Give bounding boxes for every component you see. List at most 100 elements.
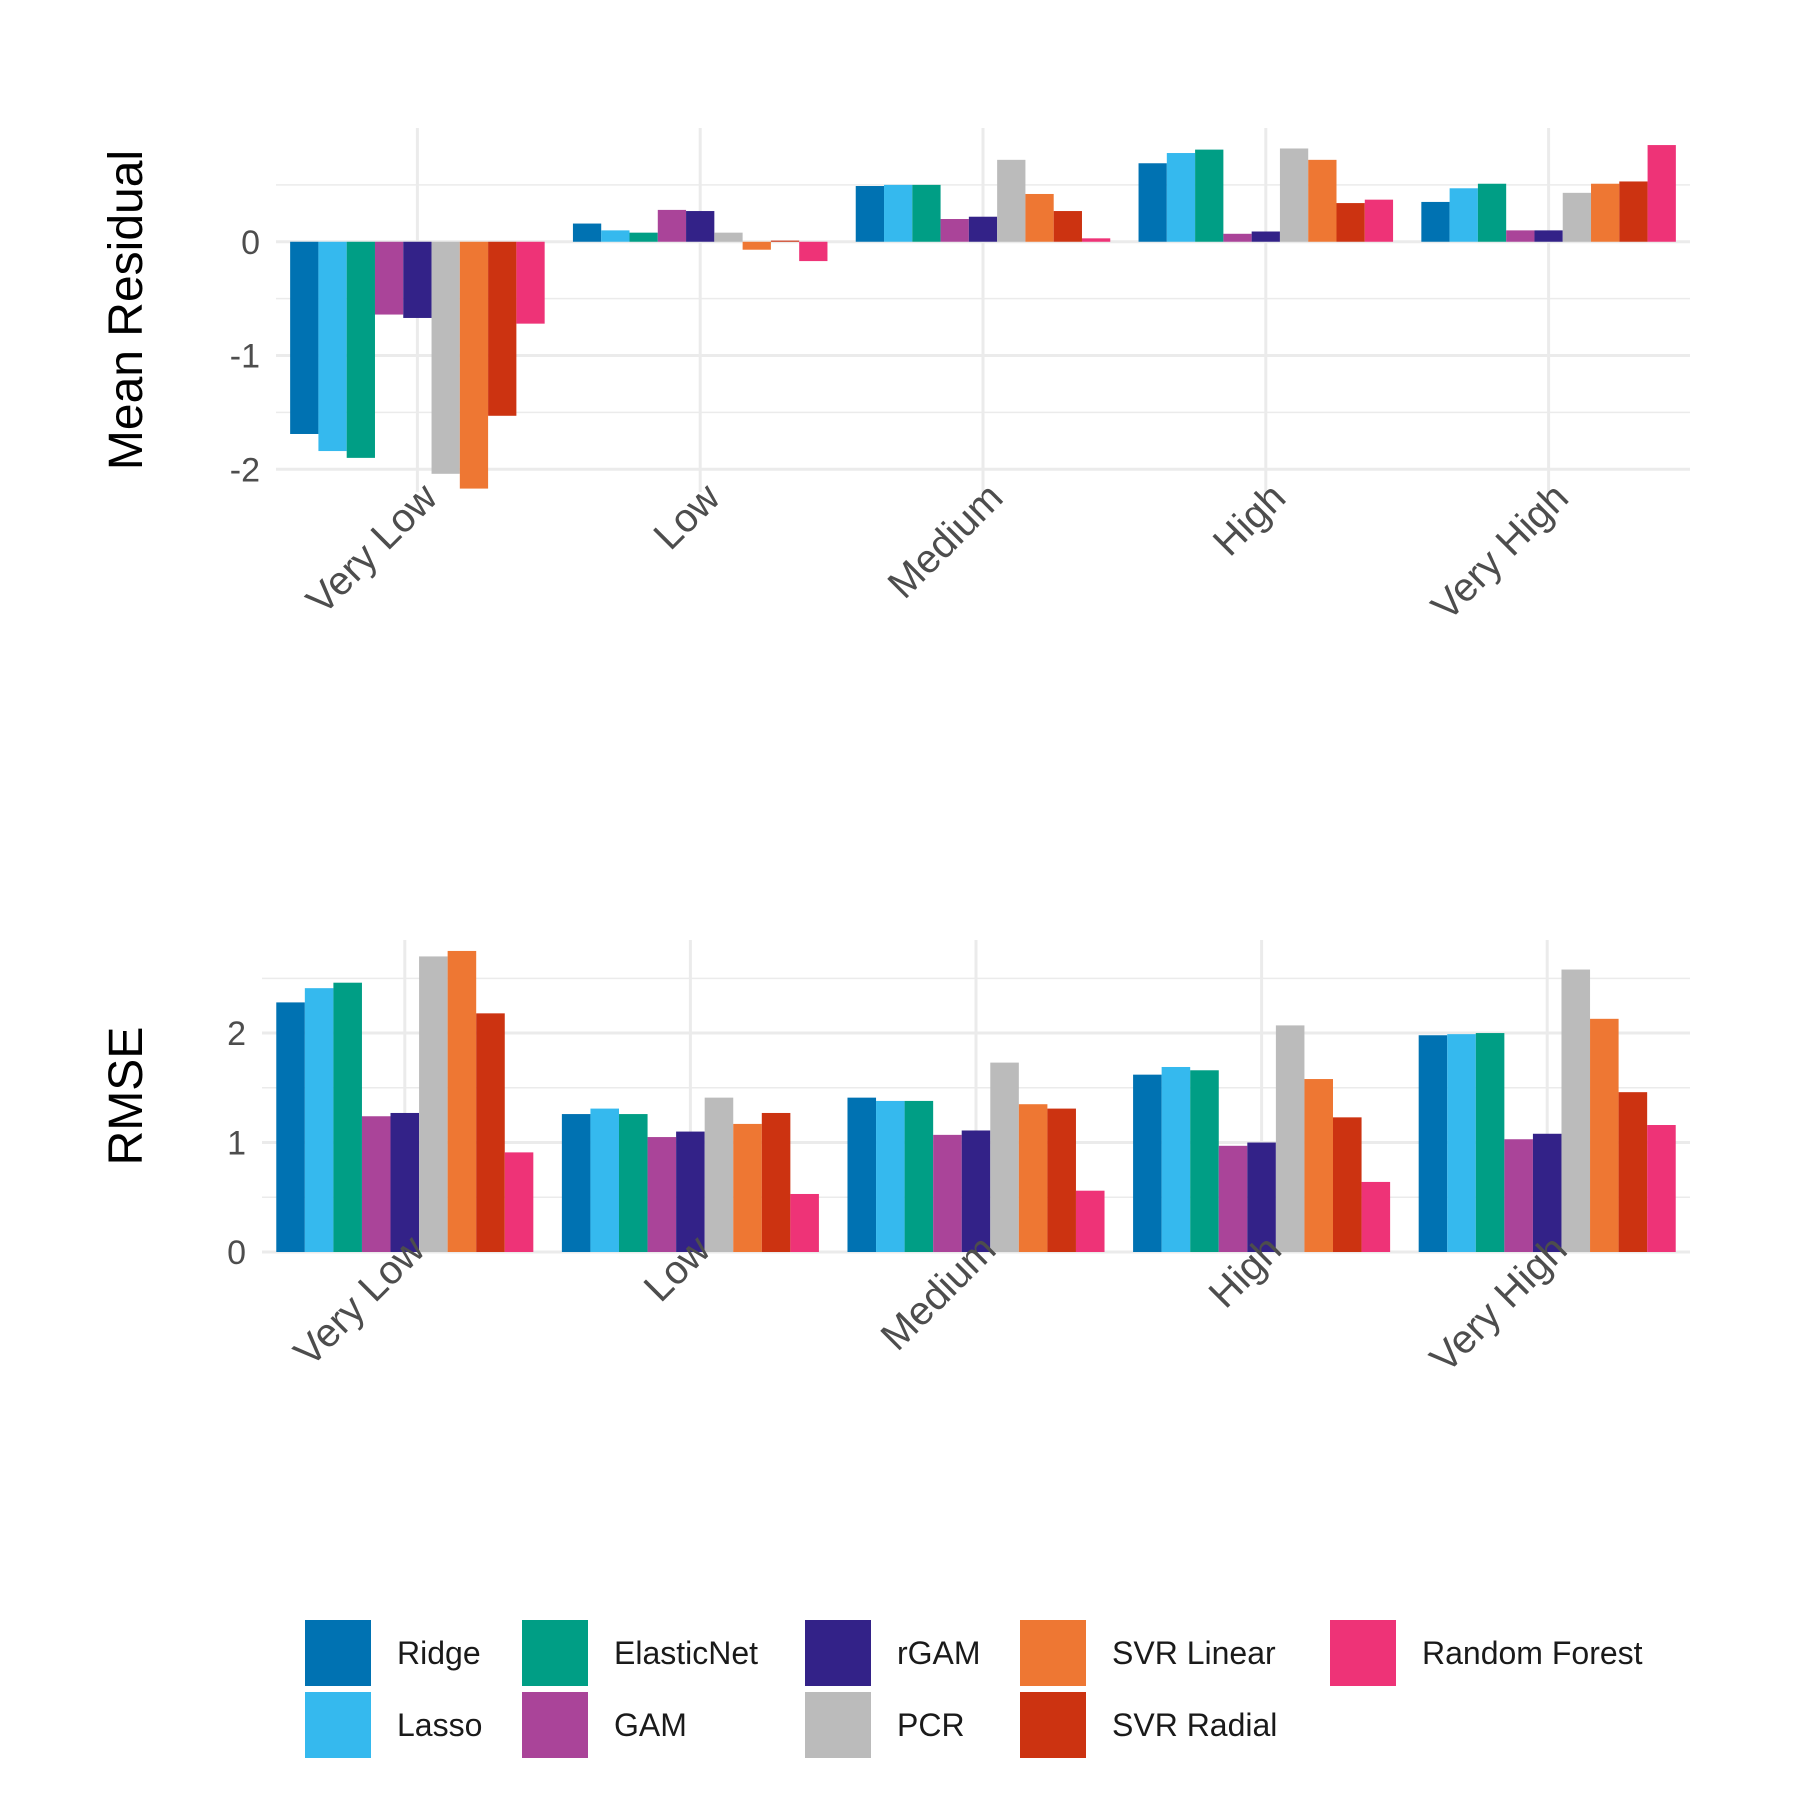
- legend-item-elasticnet: ElasticNet: [522, 1620, 758, 1686]
- residual-bar-lasso-very-high: [1449, 188, 1478, 242]
- legend-label-rgam: rGAM: [897, 1635, 981, 1671]
- rmse-bar-pcr-medium: [990, 1062, 1019, 1252]
- residual-bar-lasso-very-low: [318, 241, 347, 452]
- residual-bar-svr-linear-high: [1308, 159, 1337, 242]
- rmse-bar-pcr-very-low: [419, 956, 448, 1252]
- legend-item-svr-radial: SVR Radial: [1020, 1692, 1277, 1758]
- residual-bar-svr-radial-very-low: [488, 241, 517, 416]
- residual-bar-elasticnet-very-low: [346, 241, 375, 458]
- rmse-bar-svr-radial-very-high: [1618, 1092, 1648, 1252]
- rmse-bar-ridge-low: [561, 1114, 591, 1252]
- rmse-bar-svr-radial-low: [761, 1112, 791, 1252]
- legend-label-ridge: Ridge: [397, 1635, 481, 1671]
- rmse-bar-lasso-high: [1161, 1066, 1191, 1252]
- legend-item-random-forest: Random Forest: [1330, 1620, 1643, 1686]
- residual-bar-ridge-high: [1138, 163, 1167, 242]
- residual-x-tick-label: Low: [646, 475, 729, 558]
- rmse-bar-pcr-very-high: [1561, 969, 1591, 1252]
- rmse-bar-lasso-low: [590, 1108, 619, 1252]
- rmse-bar-random-forest-medium: [1075, 1190, 1105, 1252]
- rmse-bar-svr-linear-very-high: [1590, 1018, 1619, 1252]
- legend: Ridge Lasso ElasticNet GAM rGAM PCR SVR Linear…: [305, 1620, 1643, 1758]
- residual-bar-svr-linear-medium: [1025, 193, 1054, 242]
- legend-item-gam: GAM: [522, 1692, 687, 1758]
- residual-bar-svr-radial-medium: [1053, 211, 1082, 242]
- rmse-bar-svr-linear-low: [733, 1123, 762, 1252]
- residual-bar-gam-very-high: [1506, 230, 1535, 242]
- residual-bar-random-forest-medium: [1081, 238, 1111, 242]
- legend-swatch-svr-linear: [1020, 1620, 1086, 1686]
- legend-label-svr-linear: SVR Linear: [1112, 1635, 1276, 1671]
- residual-bar-random-forest-high: [1364, 199, 1394, 242]
- rmse-bar-pcr-high: [1275, 1025, 1305, 1252]
- residual-x-tick-label: Very Low: [298, 475, 446, 623]
- residual-bar-rgam-low: [686, 211, 715, 242]
- legend-swatch-random-forest: [1330, 1620, 1396, 1686]
- legend-swatch-lasso: [305, 1692, 371, 1758]
- rmse-bar-gam-low: [647, 1137, 677, 1252]
- rmse-bar-elasticnet-very-high: [1475, 1033, 1505, 1252]
- legend-swatch-ridge: [305, 1620, 371, 1686]
- rmse-y-tick-label: 1: [227, 1125, 246, 1163]
- residual-y-axis-title: Mean Residual: [100, 150, 153, 470]
- rmse-bar-gam-high: [1218, 1145, 1248, 1252]
- rmse-bar-svr-radial-very-low: [476, 1013, 505, 1252]
- rmse-bar-random-forest-low: [790, 1193, 819, 1252]
- rmse-bar-pcr-low: [704, 1097, 734, 1252]
- residual-bar-gam-low: [657, 209, 687, 242]
- residual-bar-pcr-high: [1279, 148, 1309, 242]
- residual-bar-random-forest-very-high: [1647, 145, 1676, 242]
- rmse-bar-ridge-medium: [847, 1097, 877, 1252]
- residual-bar-gam-high: [1223, 233, 1252, 242]
- rmse-bar-svr-radial-high: [1333, 1117, 1362, 1252]
- rmse-y-axis-title: RMSE: [100, 1027, 153, 1166]
- legend-label-gam: GAM: [614, 1707, 687, 1743]
- residual-bar-pcr-very-high: [1562, 192, 1592, 242]
- rmse-bar-rgam-very-high: [1532, 1133, 1562, 1252]
- residual-bar-ridge-very-high: [1421, 201, 1450, 242]
- legend-item-pcr: PCR: [805, 1692, 965, 1758]
- residual-y-tick-label: 0: [241, 224, 260, 262]
- residual-bar-svr-radial-very-high: [1619, 181, 1648, 242]
- legend-label-svr-radial: SVR Radial: [1112, 1707, 1277, 1743]
- legend-item-lasso: Lasso: [305, 1692, 482, 1758]
- residual-bar-random-forest-low: [799, 241, 828, 262]
- legend-swatch-svr-radial: [1020, 1692, 1086, 1758]
- residual-y-tick-label: -2: [230, 451, 260, 489]
- rmse-bar-lasso-medium: [876, 1100, 905, 1252]
- rmse-bar-gam-medium: [933, 1134, 962, 1252]
- rmse-bar-rgam-high: [1247, 1142, 1276, 1252]
- rmse-bar-ridge-high: [1133, 1074, 1162, 1252]
- rmse-bar-svr-linear-high: [1304, 1079, 1333, 1252]
- rmse-bar-svr-linear-very-low: [447, 950, 477, 1252]
- legend-swatch-elasticnet: [522, 1620, 588, 1686]
- rmse-bar-lasso-very-high: [1447, 1034, 1476, 1252]
- legend-label-lasso: Lasso: [397, 1707, 482, 1743]
- rmse-bar-ridge-very-high: [1418, 1035, 1448, 1252]
- residual-bar-rgam-medium: [968, 216, 998, 242]
- legend-label-elasticnet: ElasticNet: [614, 1635, 758, 1671]
- residual-y-tick-label: -1: [230, 338, 260, 376]
- rmse-y-tick-label: 2: [227, 1015, 246, 1053]
- residual-bar-elasticnet-medium: [912, 184, 941, 242]
- residual-bar-random-forest-very-low: [516, 241, 545, 324]
- residual-bar-svr-linear-low: [742, 241, 771, 250]
- residual-bar-svr-radial-high: [1336, 203, 1365, 242]
- residual-bar-elasticnet-very-high: [1477, 183, 1507, 242]
- residual-bar-elasticnet-low: [629, 232, 658, 242]
- residual-bar-ridge-medium: [855, 186, 885, 242]
- legend-label-pcr: PCR: [897, 1707, 965, 1743]
- residual-x-tick-label: Medium: [880, 475, 1012, 607]
- residual-bar-pcr-low: [714, 232, 743, 242]
- rmse-bar-elasticnet-medium: [904, 1100, 934, 1252]
- legend-swatch-pcr: [805, 1692, 871, 1758]
- residual-bar-elasticnet-high: [1195, 149, 1224, 242]
- legend-item-svr-linear: SVR Linear: [1020, 1620, 1276, 1686]
- rmse-bar-gam-very-low: [361, 1116, 391, 1252]
- legend-swatch-gam: [522, 1692, 588, 1758]
- residual-bar-gam-very-low: [374, 241, 404, 315]
- residual-bar-svr-radial-low: [770, 240, 800, 242]
- residual-x-tick-label: High: [1205, 475, 1294, 564]
